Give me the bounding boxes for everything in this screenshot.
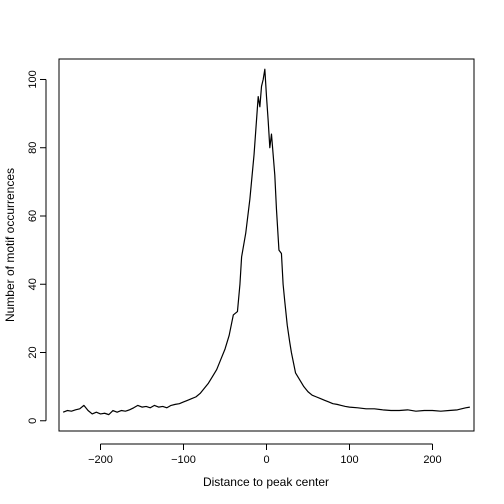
x-tick-label: 100 (340, 454, 358, 466)
x-tick-label: −200 (88, 454, 113, 466)
y-tick-label: 20 (27, 346, 39, 358)
y-tick-label: 0 (27, 418, 39, 424)
x-axis: −200 −100 0 100 200 (88, 443, 442, 466)
y-tick-label: 60 (27, 210, 39, 222)
x-tick-label: −100 (171, 454, 196, 466)
y-axis-title: Number of motif occurrences (3, 168, 17, 322)
x-tick-label: 0 (263, 454, 269, 466)
x-axis-title: Distance to peak center (203, 475, 329, 489)
y-tick-label: 40 (27, 278, 39, 290)
y-tick-label: 100 (27, 70, 39, 88)
y-tick-label: 80 (27, 142, 39, 154)
plot-frame (58, 58, 475, 432)
series-line (62, 68, 470, 416)
x-tick-label: 200 (423, 454, 441, 466)
y-axis: 0 20 40 60 80 100 (27, 70, 47, 424)
